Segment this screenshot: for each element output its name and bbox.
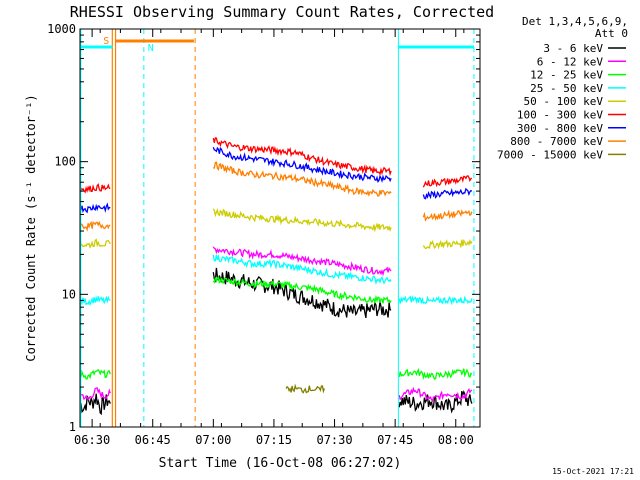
x-tick-label: 06:30 (74, 433, 110, 447)
series-4 (79, 208, 473, 250)
x-tick-label: 07:30 (316, 433, 352, 447)
legend-entry-label: 12 - 25 keV (530, 69, 603, 82)
series-line (79, 393, 111, 416)
plot-frame (79, 28, 481, 428)
legend-entry-label: 300 - 800 keV (517, 122, 603, 135)
series-line (79, 295, 111, 307)
series-line (422, 209, 473, 222)
series-line (79, 368, 111, 380)
series-line (212, 146, 392, 184)
series-line (213, 161, 392, 197)
chart-title: RHESSI Observing Summary Count Rates, Co… (70, 3, 494, 21)
series-line (79, 220, 111, 232)
x-tick-label: 07:00 (195, 433, 231, 447)
legend-entry-label: 25 - 50 keV (530, 82, 603, 95)
annotation-s: S (103, 36, 109, 47)
x-tick-label: 07:15 (256, 433, 292, 447)
series-line (212, 275, 392, 305)
series-3 (79, 253, 473, 307)
series-2 (79, 275, 473, 380)
x-tick-label: 07:45 (377, 433, 413, 447)
legend-entry-label: 800 - 7000 keV (510, 135, 603, 148)
legend-entry-label: 50 - 100 keV (524, 95, 604, 108)
x-tick-label: 06:45 (135, 433, 171, 447)
legend-header-line-2: Att 0 (595, 27, 628, 40)
series-line (212, 137, 392, 177)
series-line (398, 368, 473, 380)
series-line (422, 187, 473, 200)
legend-header-line-1: Det 1,3,4,5,6,9, (522, 15, 628, 28)
series-line (398, 386, 473, 403)
series-5 (79, 137, 473, 194)
series-line (285, 383, 326, 394)
series-8 (285, 383, 326, 394)
y-tick-label: 10 (62, 287, 76, 301)
series-line (212, 253, 392, 286)
series-6 (79, 146, 473, 214)
legend-entry-label: 6 - 12 keV (537, 55, 604, 68)
series-line (422, 238, 473, 250)
y-tick-label: 100 (54, 155, 76, 169)
series-line (422, 174, 473, 188)
annotation-n: N (148, 43, 154, 54)
legend-entry-label: 100 - 300 keV (517, 109, 603, 122)
series-line (212, 208, 392, 233)
series-line (212, 267, 392, 319)
series-line (212, 246, 392, 277)
legend-entry-label: 7000 - 15000 keV (497, 148, 603, 161)
y-tick-label: 1000 (47, 22, 76, 36)
legend-entry-label: 3 - 6 keV (543, 42, 603, 55)
x-axis-label: Start Time (16-Oct-08 06:27:02) (159, 456, 402, 471)
series-7 (79, 161, 473, 232)
series-line (79, 183, 111, 194)
series-line (79, 387, 111, 401)
y-tick-label: 1 (69, 420, 76, 434)
series-1 (79, 246, 473, 403)
series-line (79, 202, 111, 214)
date-stamp: 15-Oct-2021 17:21 (552, 467, 634, 476)
series-line (398, 294, 473, 306)
x-tick-label: 08:00 (438, 433, 474, 447)
y-axis-label: Corrected Count Rate (s⁻¹ detector⁻¹) (24, 94, 38, 361)
series-line (79, 238, 111, 249)
